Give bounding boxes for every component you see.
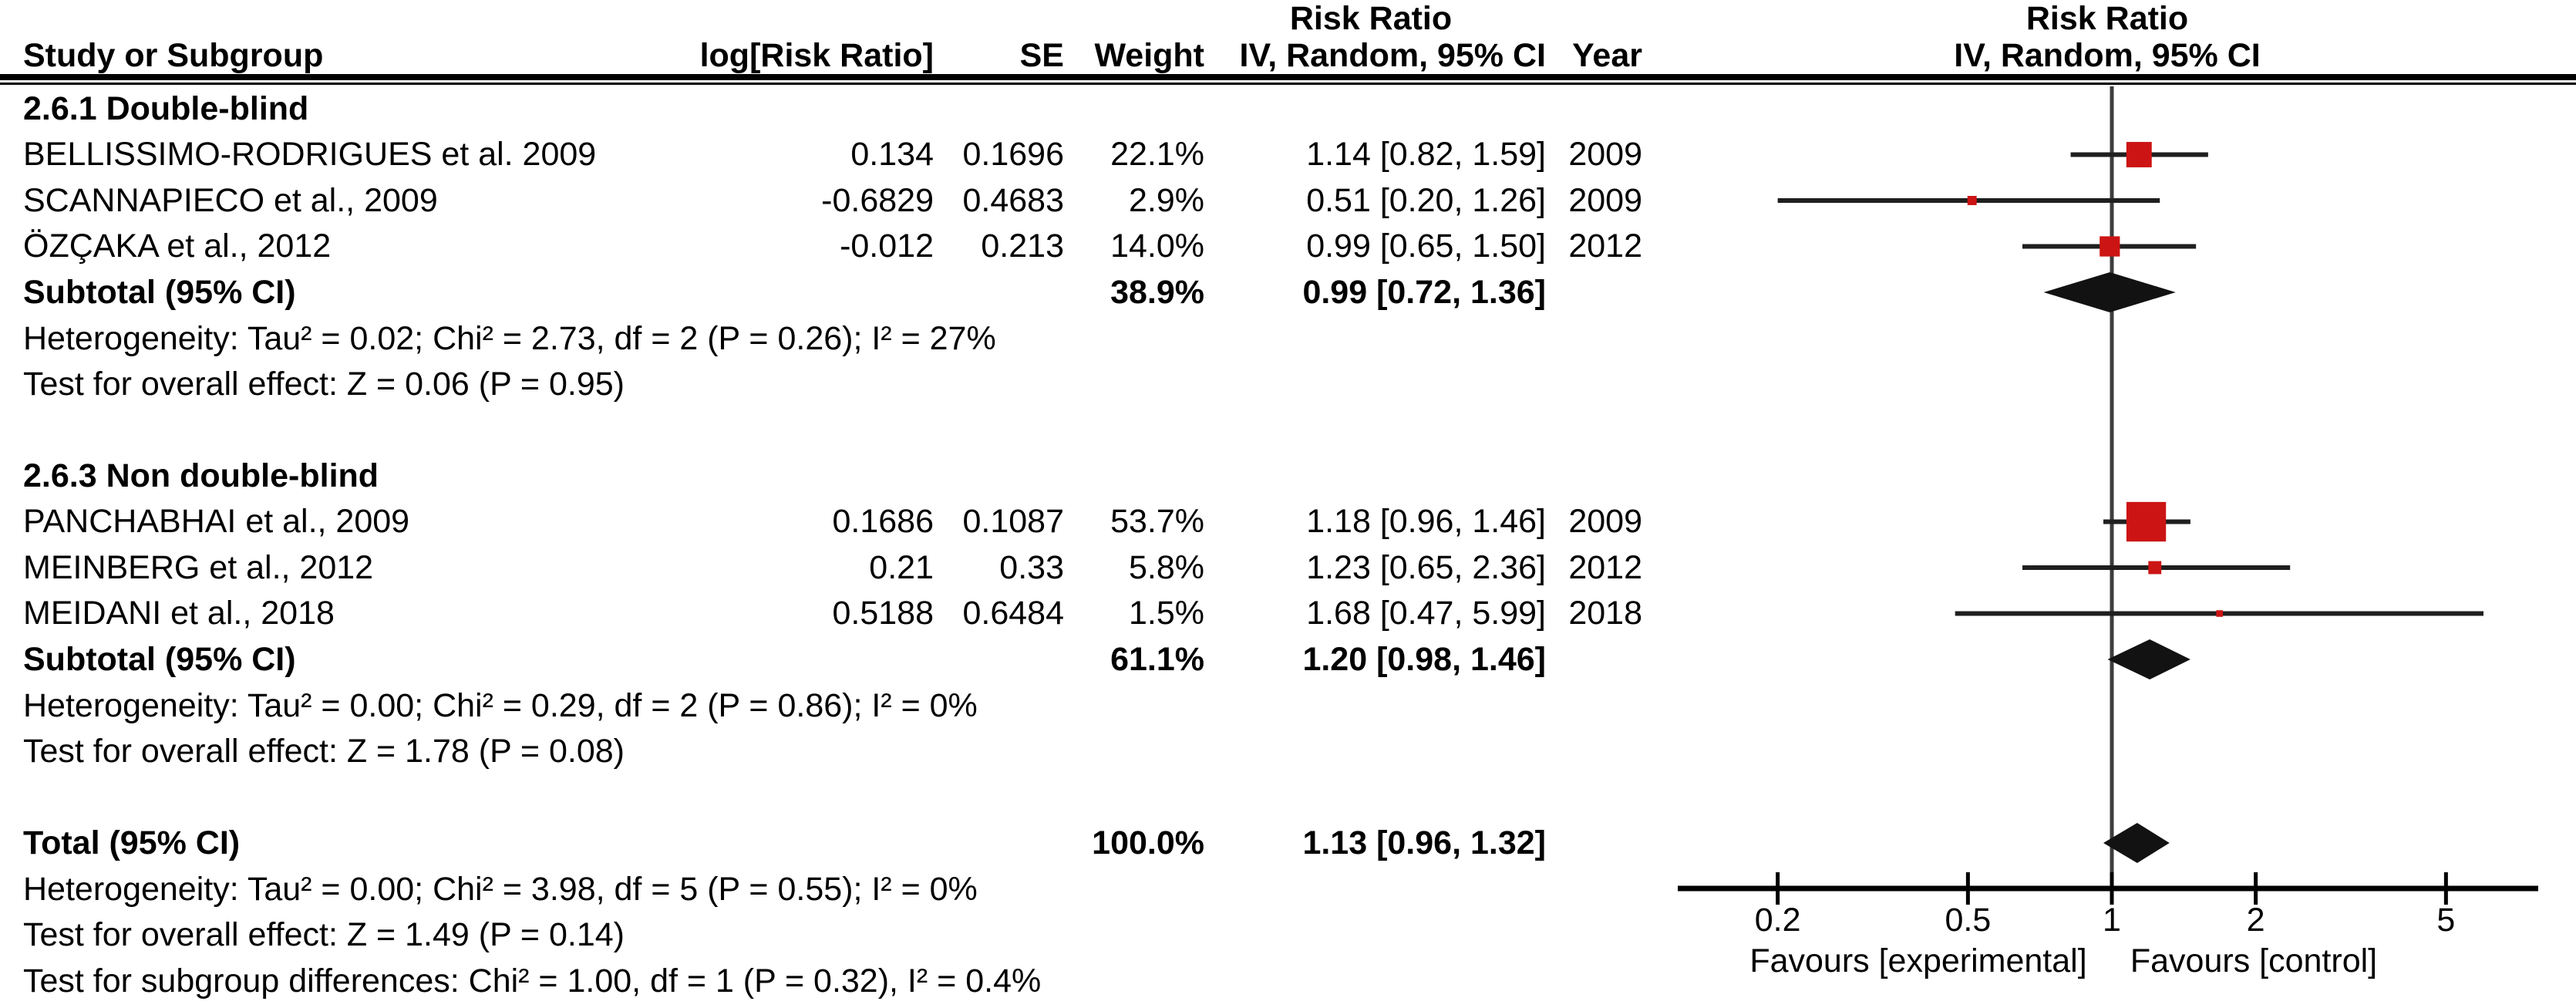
se: 0.4683 <box>962 181 1064 219</box>
year: 2009 <box>1568 136 1642 173</box>
weight: 14.0% <box>1110 228 1204 265</box>
log-rr: 0.21 <box>869 548 934 586</box>
study-name: Subtotal (95% CI) <box>23 273 296 311</box>
plot-column-subtitle: IV, Random, 95% CI <box>1954 37 2261 74</box>
weight: 61.1% <box>1110 640 1204 678</box>
log-rr: 0.134 <box>850 136 934 173</box>
study-name: MEIDANI et al., 2018 <box>23 595 335 632</box>
subtotal-diamond <box>2107 639 2190 679</box>
stats-note: Heterogeneity: Tau² = 0.02; Chi² = 2.73,… <box>23 319 996 357</box>
weight: 38.9% <box>1110 273 1204 311</box>
study-row: BELLISSIMO-RODRIGUES et al. 2009 0.134 0.1… <box>0 132 1642 178</box>
study-row: PANCHABHAI et al., 2009 0.1686 0.1087 53.7%… <box>0 499 1642 545</box>
year: 2009 <box>1568 181 1642 219</box>
col-header-log-rr: log[Risk Ratio] <box>699 36 934 74</box>
axis-tick-label: 5 <box>2436 902 2455 939</box>
weight: 22.1% <box>1110 136 1204 173</box>
stats-note: Test for overall effect: Z = 0.06 (P = 0… <box>23 366 625 403</box>
se: 0.1087 <box>962 503 1064 540</box>
ci-text: 1.68 [0.47, 5.99] <box>1306 595 1546 632</box>
stats-note: Heterogeneity: Tau² = 0.00; Chi² = 0.29,… <box>23 686 978 724</box>
ci-text: 0.51 [0.20, 1.26] <box>1306 181 1546 219</box>
study-name: 2.6.3 Non double-blind <box>23 457 379 494</box>
axis-tick-label: 0.5 <box>1945 902 1991 939</box>
se: 0.33 <box>999 548 1064 586</box>
group-row: 2.6.3 Non double-blind <box>0 453 1642 499</box>
year: 2012 <box>1568 548 1642 586</box>
year: 2012 <box>1568 228 1642 265</box>
study-name: PANCHABHAI et al., 2009 <box>23 503 410 540</box>
study-name: MEINBERG et al., 2012 <box>23 548 374 586</box>
ci-text: 1.13 [0.96, 1.32] <box>1302 824 1546 861</box>
study-row: MEIDANI et al., 2018 0.5188 0.6484 1.5% 1.68… <box>0 591 1642 637</box>
study-name: ÖZÇAKA et al., 2012 <box>23 228 332 265</box>
table-header-row: Study or Subgroup log[Risk Ratio] SE Wei… <box>0 32 1642 79</box>
stats-note: Heterogeneity: Tau² = 0.00; Chi² = 3.98,… <box>23 870 978 908</box>
study-row: SCANNAPIECO et al., 2009 -0.6829 0.4683 2.9… <box>0 177 1642 224</box>
effect-square <box>2126 501 2167 542</box>
axis-tick-label: 2 <box>2247 902 2265 939</box>
effect-column-title: Risk Ratio <box>1289 0 1453 37</box>
col-header-study: Study or Subgroup <box>23 36 324 74</box>
effect-square <box>2100 236 2120 257</box>
ci-text: 1.23 [0.65, 2.36] <box>1306 548 1546 586</box>
plot-column-title: Risk Ratio <box>2025 0 2189 37</box>
weight: 1.5% <box>1128 595 1204 632</box>
effect-square <box>2216 610 2223 617</box>
effect-square <box>2126 142 2152 167</box>
weight: 2.9% <box>1128 181 1204 219</box>
effect-square <box>2148 561 2162 575</box>
ci-text: 0.99 [0.72, 1.36] <box>1302 273 1546 311</box>
col-header-effect: IV, Random, 95% CI <box>1239 36 1546 74</box>
col-header-se: SE <box>1019 36 1064 74</box>
weight: 53.7% <box>1110 503 1204 540</box>
subtotal-diamond <box>2043 272 2176 312</box>
stats-note: Test for overall effect: Z = 1.49 (P = 0… <box>23 916 625 953</box>
study-name: Total (95% CI) <box>23 824 241 861</box>
effect-square <box>1967 196 1977 205</box>
ci-text: 1.18 [0.96, 1.46] <box>1306 503 1546 540</box>
se: 0.213 <box>981 228 1064 265</box>
study-name: SCANNAPIECO et al., 2009 <box>23 181 438 219</box>
total-row: Total (95% CI) 100.0% 1.13 [0.96, 1.32] <box>0 820 1642 866</box>
ci-text: 1.20 [0.98, 1.46] <box>1302 640 1546 678</box>
year: 2009 <box>1568 503 1642 540</box>
total-diamond <box>2103 823 2170 863</box>
col-header-weight: Weight <box>1094 36 1204 74</box>
favours-right-label: Favours [control] <box>2130 942 2377 979</box>
subtotal-row: Subtotal (95% CI) 61.1% 1.20 [0.98, 1.46] <box>0 636 1642 683</box>
log-rr: -0.012 <box>840 228 934 265</box>
stats-note: Test for subgroup differences: Chi² = 1.… <box>23 962 1042 1000</box>
stats-note: Test for overall effect: Z = 1.78 (P = 0… <box>23 733 625 770</box>
favours-left-label: Favours [experimental] <box>1749 942 2086 979</box>
axis-tick-label: 1 <box>2103 902 2121 939</box>
axis-tick-label: 0.2 <box>1755 902 1801 939</box>
log-rr: -0.6829 <box>821 181 934 219</box>
group-row: 2.6.1 Double-blind <box>0 86 1642 132</box>
year: 2018 <box>1568 595 1642 632</box>
se: 0.6484 <box>962 595 1064 632</box>
study-name: BELLISSIMO-RODRIGUES et al. 2009 <box>23 136 597 173</box>
log-rr: 0.5188 <box>832 595 934 632</box>
study-name: Subtotal (95% CI) <box>23 640 296 678</box>
ci-text: 1.14 [0.82, 1.59] <box>1306 136 1546 173</box>
weight: 5.8% <box>1128 548 1204 586</box>
se: 0.1696 <box>962 136 1064 173</box>
col-header-year: Year <box>1572 36 1642 74</box>
log-rr: 0.1686 <box>832 503 934 540</box>
ci-text: 0.99 [0.65, 1.50] <box>1306 228 1546 265</box>
subtotal-row: Subtotal (95% CI) 38.9% 0.99 [0.72, 1.36] <box>0 269 1642 315</box>
weight: 100.0% <box>1092 824 1204 861</box>
header-separator <box>0 74 2576 85</box>
study-name: 2.6.1 Double-blind <box>23 89 309 127</box>
study-row: ÖZÇAKA et al., 2012 -0.012 0.213 14.0% 0.99 … <box>0 224 1642 270</box>
study-row: MEINBERG et al., 2012 0.21 0.33 5.8% 1.23 [0… <box>0 544 1642 591</box>
